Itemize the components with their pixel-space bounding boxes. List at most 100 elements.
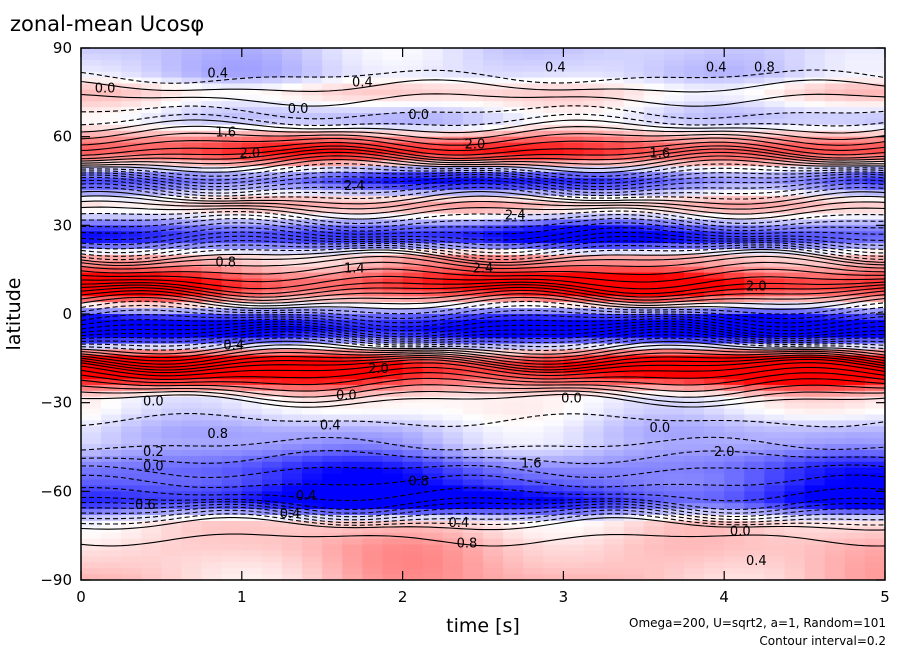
contour-label: 2.0 [714, 445, 735, 460]
field-cell [342, 237, 363, 244]
field-cell [603, 574, 625, 580]
field-cell [81, 284, 102, 291]
field-cell [261, 426, 283, 433]
field-cell [101, 142, 122, 150]
field-cell [302, 509, 323, 516]
field-cell [402, 574, 424, 580]
field-cell [724, 349, 745, 356]
field-cell [483, 124, 504, 132]
field-cell [141, 538, 162, 546]
field-cell [663, 414, 685, 421]
field-cell [462, 248, 484, 256]
field-cell [663, 343, 685, 351]
field-cell [503, 544, 524, 552]
field-cell [704, 284, 725, 291]
field-cell [442, 248, 464, 256]
field-cell [422, 101, 444, 108]
field-cell [764, 272, 786, 280]
field-cell [261, 473, 283, 481]
field-cell [623, 538, 645, 546]
field-cell [422, 479, 444, 487]
field-cell [724, 467, 745, 475]
field-cell [302, 118, 323, 126]
field-cell [643, 343, 665, 351]
field-cell [503, 473, 524, 481]
field-cell [804, 509, 826, 516]
y-tick-label: −90 [40, 571, 72, 589]
field-cell [523, 355, 544, 362]
field-cell [503, 113, 524, 120]
field-cell [121, 544, 142, 552]
field-cell [442, 237, 464, 244]
field-cell [181, 319, 203, 327]
field-cell [221, 53, 243, 61]
field-cell [824, 266, 846, 274]
field-cell [844, 260, 866, 268]
field-cell [704, 89, 725, 96]
field-cell [864, 438, 885, 445]
field-cell [302, 331, 323, 339]
field-cell [101, 266, 122, 274]
field-cell [241, 160, 263, 167]
field-cell [804, 343, 826, 351]
field-cell [764, 142, 786, 150]
field-cell [704, 550, 725, 557]
field-cell [663, 455, 685, 463]
field-cell [442, 473, 464, 481]
field-cell [663, 379, 685, 386]
field-cell [523, 89, 544, 96]
field-cell [141, 384, 162, 392]
field-cell [623, 396, 645, 404]
field-cell [362, 172, 384, 179]
field-cell [141, 444, 162, 451]
field-cell [483, 284, 504, 291]
field-cell [543, 556, 564, 563]
field-cell [663, 142, 685, 150]
field-cell [764, 408, 786, 416]
field-cell [784, 172, 806, 179]
field-cell [181, 278, 203, 286]
contour-line [81, 358, 885, 374]
field-cell [543, 461, 564, 469]
contour-label: 1.6 [215, 126, 236, 141]
field-cell [462, 178, 484, 185]
field-cell [462, 59, 484, 67]
field-cell [583, 124, 605, 132]
field-cell [804, 83, 826, 90]
field-cell [563, 189, 585, 197]
field-cell [704, 526, 725, 534]
field-cell [483, 532, 504, 540]
field-cell [824, 503, 846, 510]
field-cell [583, 65, 605, 73]
field-cell [724, 83, 745, 90]
field-cell [764, 95, 786, 102]
field-cell [181, 213, 203, 221]
field-cell [824, 467, 846, 475]
field-cell [483, 509, 504, 516]
field-cell [201, 532, 223, 540]
field-cell [241, 331, 263, 339]
field-cell [462, 195, 484, 203]
field-cell [101, 325, 122, 333]
field-cell [201, 178, 223, 185]
field-cell [704, 444, 725, 451]
field-cell [362, 444, 384, 451]
field-cell [503, 396, 524, 404]
field-cell [663, 59, 685, 67]
field-cell [181, 107, 203, 114]
field-cell [764, 284, 786, 291]
field-cell [744, 308, 765, 315]
field-cell [523, 509, 544, 516]
field-cell [302, 355, 323, 362]
y-tick-label: −60 [40, 482, 72, 500]
field-cell [101, 479, 122, 487]
field-cell [101, 509, 122, 516]
field-cell [181, 479, 203, 487]
field-cell [181, 89, 203, 96]
field-cell [523, 148, 544, 155]
field-cell [663, 574, 685, 580]
field-cell [141, 455, 162, 463]
field-cell [704, 325, 725, 333]
field-cell [442, 532, 464, 540]
field-cell [241, 544, 263, 552]
